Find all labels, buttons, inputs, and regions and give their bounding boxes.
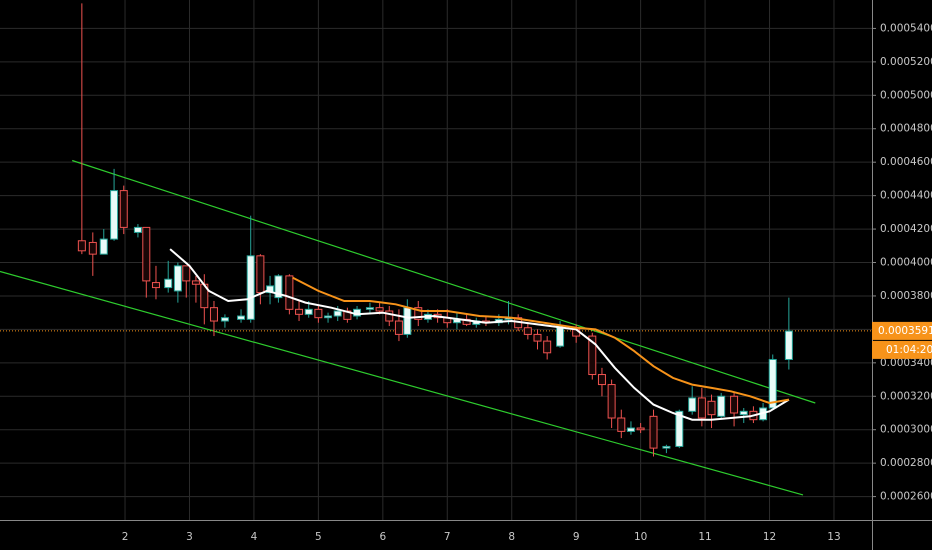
y-tick-label: 0.0005200	[880, 56, 932, 68]
candle-body	[88, 241, 97, 255]
y-tick-label: 0.0005400	[880, 22, 932, 34]
y-tick-label: 0.0004200	[880, 223, 932, 235]
candle-body	[191, 280, 200, 285]
candle-body	[256, 255, 265, 294]
candle-body	[662, 445, 671, 449]
candle-body	[533, 333, 542, 342]
y-tick-label: 0.0003400	[880, 357, 932, 369]
candle-body	[295, 308, 304, 315]
x-tick-label: 8	[508, 531, 515, 543]
candle-body	[768, 358, 777, 409]
last-price-box	[872, 321, 932, 340]
x-tick-label: 10	[634, 531, 647, 543]
candle-body	[617, 417, 626, 432]
moving-average	[292, 276, 790, 405]
candle-body	[697, 397, 706, 419]
candle-body	[730, 395, 739, 414]
candle-body	[77, 240, 86, 252]
x-tick-label: 6	[379, 531, 386, 543]
candle-body	[626, 427, 635, 432]
candle-body	[173, 265, 182, 292]
y-tick-label: 0.0003800	[880, 290, 932, 302]
candle-body	[375, 307, 384, 312]
candle-body	[365, 307, 374, 310]
countdown-box	[872, 340, 932, 359]
candle-body	[164, 278, 173, 289]
countdown-label: 01:04:20	[886, 344, 932, 356]
candle-body	[110, 190, 119, 240]
candle-body	[403, 307, 412, 335]
last-price-label: 0.0003591	[878, 325, 932, 337]
candle-body	[707, 400, 716, 416]
y-tick-label: 0.0002800	[880, 457, 932, 469]
candle-body	[523, 327, 532, 335]
candle-body	[394, 320, 403, 335]
candle-body	[717, 395, 726, 417]
candle-body	[324, 315, 333, 319]
x-tick-label: 3	[186, 531, 193, 543]
y-tick-label: 0.0005000	[880, 89, 932, 101]
candle-body	[607, 384, 616, 419]
candle-body	[314, 308, 323, 319]
x-tick-label: 12	[763, 531, 776, 543]
y-tick-label: 0.0002600	[880, 491, 932, 503]
moving-average	[169, 248, 790, 421]
candle-body	[182, 265, 191, 282]
trendline	[72, 159, 816, 404]
candle-body	[784, 330, 793, 360]
trendline	[0, 270, 804, 496]
candle-body	[333, 310, 342, 317]
candle-body	[649, 415, 658, 449]
x-tick-label: 4	[251, 531, 258, 543]
candle-body	[739, 410, 748, 416]
y-tick-label: 0.0004400	[880, 190, 932, 202]
candle-body	[151, 282, 160, 289]
candle-body	[142, 226, 151, 282]
x-tick-label: 2	[122, 531, 129, 543]
y-tick-label: 0.0003200	[880, 390, 932, 402]
candle-body	[237, 315, 246, 320]
candle-body	[274, 275, 283, 299]
x-tick-label: 5	[315, 531, 322, 543]
candle-body	[414, 307, 423, 320]
candle-body	[385, 310, 394, 322]
candle-body	[543, 340, 552, 354]
candle-body	[220, 317, 229, 322]
candle-body	[597, 374, 606, 386]
y-tick-label: 0.0003000	[880, 424, 932, 436]
x-tick-label: 7	[444, 531, 451, 543]
candle-body	[588, 335, 597, 376]
y-tick-label: 0.0004600	[880, 156, 932, 168]
candle-body	[556, 325, 565, 347]
candle-body	[285, 275, 294, 310]
x-tick-label: 9	[573, 531, 580, 543]
candle-body	[99, 238, 108, 255]
y-tick-label: 0.0004800	[880, 123, 932, 135]
x-tick-label: 11	[698, 531, 711, 543]
candle-body	[304, 308, 313, 315]
candle-body	[636, 427, 645, 431]
x-tick-label: 13	[827, 531, 840, 543]
candle-body	[246, 255, 255, 320]
candle-body	[675, 410, 684, 447]
candle-body	[688, 397, 697, 412]
candle-body	[209, 307, 218, 322]
y-tick-label: 0.0004000	[880, 257, 932, 269]
candle-body	[133, 226, 142, 233]
candle-body	[119, 190, 128, 228]
